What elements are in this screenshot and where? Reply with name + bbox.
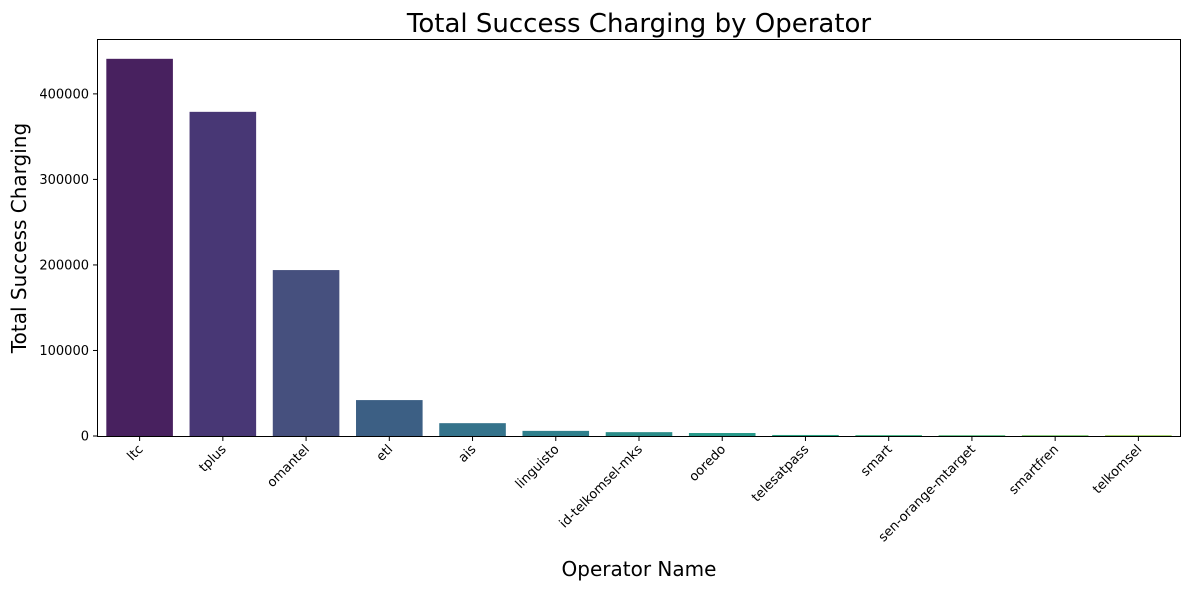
x-tick-label-telkomsel: telkomsel: [1090, 442, 1145, 497]
x-tick-label-etl: etl: [374, 442, 396, 464]
x-tick-label-ooredo: ooredo: [687, 442, 730, 485]
bar-linguisto: [522, 430, 590, 436]
y-tick-label: 200000: [39, 258, 89, 273]
x-tick-label-smartfren: smartfren: [1006, 442, 1062, 498]
x-tick-label-omantel: omantel: [264, 442, 312, 490]
chart-title: Total Success Charging by Operator: [406, 9, 872, 39]
x-tick-label-telesatpass: telesatpass: [749, 442, 812, 505]
bar-etl: [356, 400, 423, 436]
x-tick-label-sen-orange-mtarget: sen-orange-mtarget: [876, 442, 979, 545]
x-tick-label-ltc: ltc: [125, 442, 147, 464]
y-tick-label: 100000: [39, 344, 89, 359]
x-tick-label-linguisto: linguisto: [513, 442, 563, 492]
x-tick-label-id-telkomsel-mks: id-telkomsel-mks: [557, 442, 646, 531]
y-tick-label: 0: [81, 430, 89, 445]
bar-telkomsel: [1105, 435, 1172, 436]
x-tick-label-ais: ais: [456, 442, 480, 466]
bar-ooredo: [688, 433, 756, 436]
y-axis-label: Total Success Charging: [7, 123, 31, 354]
y-tick-label: 300000: [39, 173, 89, 188]
x-axis-label: Operator Name: [562, 557, 717, 581]
x-tick-label-smart: smart: [858, 442, 895, 479]
bar-tplus: [189, 111, 257, 436]
bar-smartfren: [1021, 435, 1089, 436]
bar-ais: [439, 423, 506, 436]
plot-area: 0 100000 200000 300000 400000 ltc tplus omantel…: [39, 58, 1172, 545]
bar-smart: [855, 435, 922, 436]
bar-telesatpass: [772, 434, 839, 436]
bar-id-telkomsel-mks: [605, 432, 673, 436]
bar-omantel: [272, 270, 340, 436]
bar-ltc: [106, 58, 173, 436]
plot-frame: [97, 39, 1181, 437]
bar-sen-orange-mtarget: [938, 435, 1006, 436]
x-tick-label-tplus: tplus: [196, 442, 229, 475]
y-tick-label: 400000: [39, 87, 89, 102]
